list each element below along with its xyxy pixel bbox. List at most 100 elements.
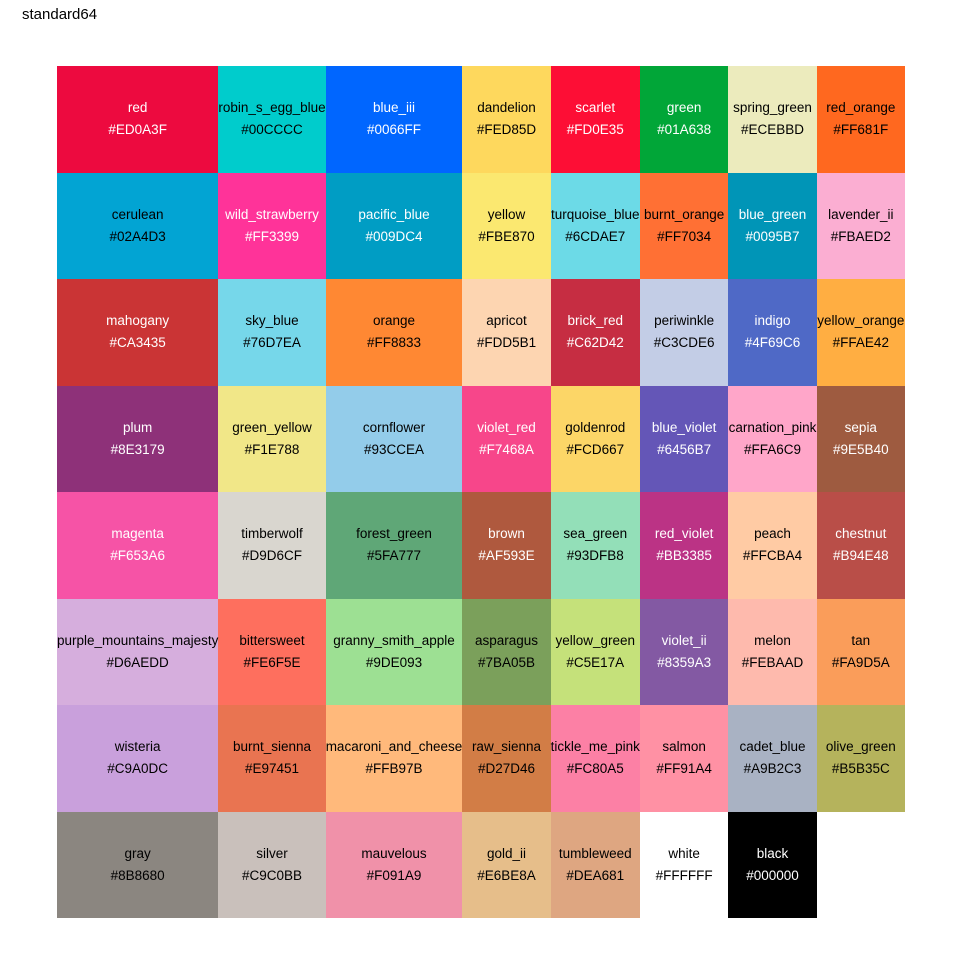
swatch-hex-label: #D9D6CF bbox=[242, 548, 303, 564]
swatch-name-label: olive_green bbox=[825, 739, 896, 755]
swatch-silver: silver #C9C0BB bbox=[218, 811, 326, 918]
swatch-hex-label: #76D7EA bbox=[243, 335, 301, 351]
swatch-hex-label: #E6BE8A bbox=[477, 867, 536, 883]
swatch-orange: orange #FF8833 bbox=[325, 279, 463, 386]
swatch-name-label: timberwolf bbox=[241, 526, 303, 542]
swatch-name-label: white bbox=[668, 845, 700, 861]
swatch-name-label: scarlet bbox=[575, 100, 616, 116]
swatch-name-label: gold_ii bbox=[486, 845, 526, 861]
swatch-violet_ii: violet_ii #8359A3 bbox=[639, 598, 729, 705]
swatch-hex-label: #0066FF bbox=[366, 122, 422, 138]
swatch-name-label: red_orange bbox=[826, 100, 896, 116]
swatch-hex-label: #9DE093 bbox=[365, 654, 423, 670]
swatch-name-label: gray bbox=[124, 845, 151, 861]
swatch-hex-label: #01A638 bbox=[657, 122, 712, 138]
swatch-bittersweet: bittersweet #FE6F5E bbox=[218, 598, 326, 705]
swatch-peach: peach #FFCBA4 bbox=[728, 492, 817, 599]
swatch-hex-label: #D27D46 bbox=[477, 761, 535, 777]
swatch-name-label: brick_red bbox=[567, 313, 624, 329]
swatch-red_orange: red_orange #FF681F bbox=[816, 66, 905, 173]
swatch-hex-label: #A9B2C3 bbox=[743, 761, 802, 777]
swatch-name-label: pacific_blue bbox=[358, 206, 430, 222]
swatch-forest_green: forest_green #5FA777 bbox=[325, 492, 463, 599]
swatch-name-label: carnation_pink bbox=[728, 419, 817, 435]
swatch-name-label: salmon bbox=[662, 739, 706, 755]
swatch-lavender_ii: lavender_ii #FBAED2 bbox=[816, 172, 905, 279]
swatch-turquoise_blue: turquoise_blue #6CDAE7 bbox=[550, 172, 640, 279]
swatch-gray: gray #8B8680 bbox=[57, 811, 219, 918]
swatch-mauvelous: mauvelous #F091A9 bbox=[325, 811, 463, 918]
swatch-hex-label: #F1E788 bbox=[244, 441, 300, 457]
swatch-wild_strawberry: wild_strawberry #FF3399 bbox=[218, 172, 326, 279]
swatch-violet_red: violet_red #F7468A bbox=[462, 385, 551, 492]
swatch-hex-label: #FC80A5 bbox=[566, 761, 624, 777]
swatch-hex-label: #B5B35C bbox=[831, 761, 890, 777]
swatch-name-label: burnt_orange bbox=[643, 206, 725, 222]
swatch-melon: melon #FEBAAD bbox=[728, 598, 817, 705]
swatch-hex-label: #D6AEDD bbox=[106, 654, 169, 670]
swatch-mahogany: mahogany #CA3435 bbox=[57, 279, 219, 386]
swatch-hex-label: #B94E48 bbox=[833, 548, 889, 564]
swatch-hex-label: #4F69C6 bbox=[744, 335, 801, 351]
swatch-hex-label: #6CDAE7 bbox=[565, 228, 626, 244]
swatch-hex-label: #FFCBA4 bbox=[742, 548, 803, 564]
swatch-black: black #000000 bbox=[728, 811, 817, 918]
swatch-scarlet: scarlet #FD0E35 bbox=[550, 66, 640, 173]
swatch-name-label: wild_strawberry bbox=[225, 206, 319, 222]
swatch-hex-label: #FBE870 bbox=[478, 228, 535, 244]
swatch-cadet_blue: cadet_blue #A9B2C3 bbox=[728, 705, 817, 812]
swatch-name-label: plum bbox=[123, 419, 153, 435]
swatch-hex-label: #FF8833 bbox=[366, 335, 422, 351]
swatch-hex-label: #FFB97B bbox=[365, 761, 423, 777]
swatch-hex-label: #FBAED2 bbox=[830, 228, 891, 244]
swatch-name-label: purple_mountains_majesty bbox=[57, 632, 219, 648]
swatch-indigo: indigo #4F69C6 bbox=[728, 279, 817, 386]
swatch-hex-label: #6456B7 bbox=[657, 441, 712, 457]
swatch-goldenrod: goldenrod #FCD667 bbox=[550, 385, 640, 492]
swatch-name-label: cerulean bbox=[111, 206, 164, 222]
swatch-raw_sienna: raw_sienna #D27D46 bbox=[462, 705, 551, 812]
swatch-name-label: magenta bbox=[111, 526, 164, 542]
swatch-hex-label: #AF593E bbox=[478, 548, 535, 564]
swatch-name-label: dandelion bbox=[477, 100, 536, 116]
swatch-hex-label: #009DC4 bbox=[365, 228, 423, 244]
swatch-periwinkle: periwinkle #C3CDE6 bbox=[639, 279, 729, 386]
swatch-name-label: black bbox=[756, 845, 789, 861]
swatch-timberwolf: timberwolf #D9D6CF bbox=[218, 492, 326, 599]
swatch-hex-label: #8359A3 bbox=[657, 654, 712, 670]
swatch-blue_green: blue_green #0095B7 bbox=[728, 172, 817, 279]
swatch-name-label: cadet_blue bbox=[739, 739, 806, 755]
swatch-hex-label: #8B8680 bbox=[110, 867, 165, 883]
swatch-name-label: sea_green bbox=[563, 526, 628, 542]
swatch-name-label: red bbox=[127, 100, 148, 116]
swatch-hex-label: #FED85D bbox=[476, 122, 537, 138]
swatch-name-label: macaroni_and_cheese bbox=[325, 739, 463, 755]
swatch-name-label: sepia bbox=[844, 419, 877, 435]
swatch-spring_green: spring_green #ECEBBD bbox=[728, 66, 817, 173]
swatch-name-label: asparagus bbox=[474, 632, 538, 648]
swatch-name-label: green_yellow bbox=[232, 419, 312, 435]
swatch-brick_red: brick_red #C62D42 bbox=[550, 279, 640, 386]
swatch-hex-label: #C9A0DC bbox=[107, 761, 169, 777]
swatch-hex-label: #C3CDE6 bbox=[653, 335, 715, 351]
swatch-name-label: indigo bbox=[754, 313, 791, 329]
swatch-hex-label: #7BA05B bbox=[477, 654, 535, 670]
swatch-hex-label: #93DFB8 bbox=[566, 548, 624, 564]
swatch-name-label: goldenrod bbox=[565, 419, 626, 435]
swatch-hex-label: #FFFFFF bbox=[655, 867, 713, 883]
swatch-hex-label: #F653A6 bbox=[110, 548, 166, 564]
swatch-apricot: apricot #FDD5B1 bbox=[462, 279, 551, 386]
swatch-tan: tan #FA9D5A bbox=[816, 598, 905, 705]
swatch-name-label: orange bbox=[372, 313, 416, 329]
swatch-name-label: blue_violet bbox=[651, 419, 717, 435]
swatch-carnation_pink: carnation_pink #FFA6C9 bbox=[728, 385, 817, 492]
swatch-hex-label: #FF7034 bbox=[657, 228, 712, 244]
swatch-name-label: bittersweet bbox=[239, 632, 305, 648]
swatch-robin_s_egg_blue: robin_s_egg_blue #00CCCC bbox=[218, 66, 326, 173]
swatch-name-label: wisteria bbox=[114, 739, 161, 755]
swatch-hex-label: #F7468A bbox=[479, 441, 534, 457]
swatch-hex-label: #0095B7 bbox=[745, 228, 800, 244]
swatch-hex-label: #C9C0BB bbox=[241, 867, 303, 883]
swatch-name-label: lavender_ii bbox=[828, 206, 894, 222]
